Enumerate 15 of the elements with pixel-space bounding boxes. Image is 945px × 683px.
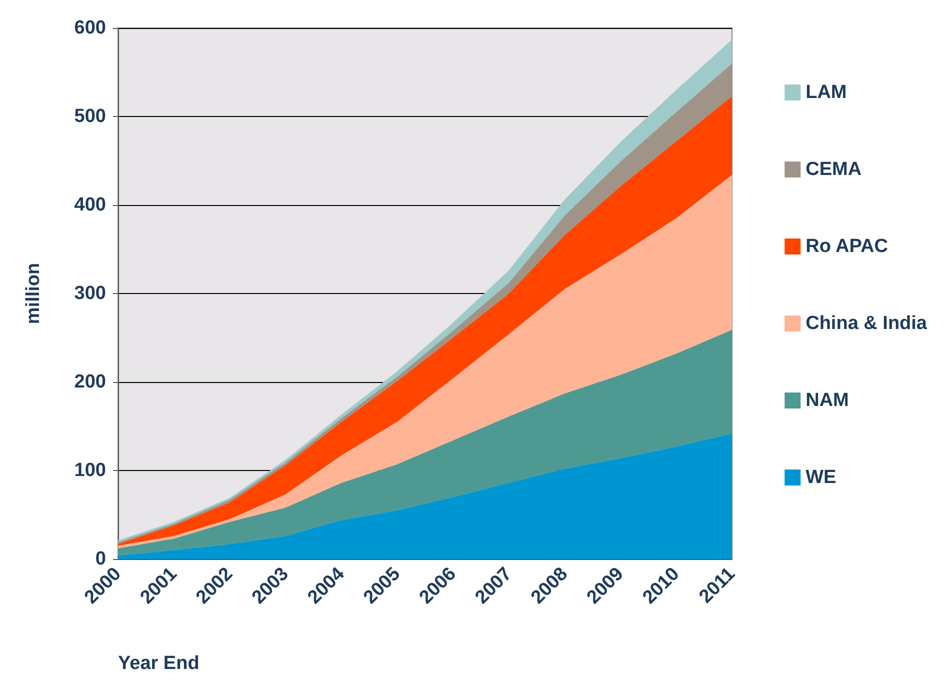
y-tick-label: 400 <box>74 194 106 216</box>
legend-label: NAM <box>806 390 849 411</box>
legend-label: China & India <box>806 313 928 334</box>
y-tick-label: 200 <box>74 372 106 392</box>
y-axis-title: million <box>23 262 44 324</box>
x-axis-title: Year End <box>118 653 200 674</box>
y-tick-label: 100 <box>74 460 106 481</box>
legend-label: LAM <box>806 82 847 103</box>
y-tick-label: 500 <box>74 106 106 127</box>
y-tick-label: 600 <box>74 18 106 38</box>
y-tick-label: 300 <box>74 283 106 304</box>
legend-label: Ro APAC <box>806 236 888 257</box>
y-tick-label: 0 <box>95 548 106 570</box>
legend-label: WE <box>806 467 836 488</box>
legend-label: CEMA <box>806 159 862 180</box>
